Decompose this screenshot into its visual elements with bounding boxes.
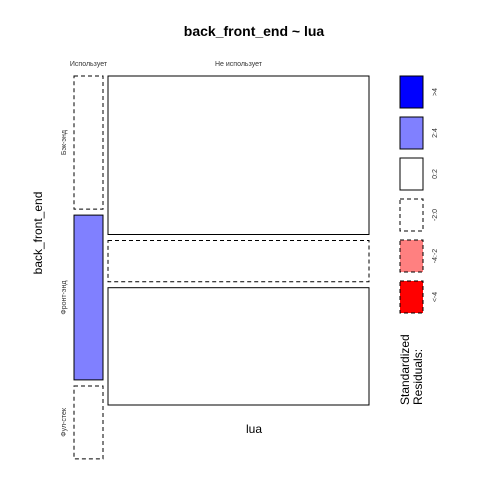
chart-title: back_front_end ~ lua bbox=[184, 23, 325, 39]
column-label-1: Не использует bbox=[215, 61, 263, 68]
row-label-0: Бэк-энд bbox=[61, 130, 68, 155]
mosaic-cell-1-2 bbox=[107, 287, 370, 406]
legend-swatch-0 bbox=[399, 75, 424, 109]
legend-label-0: >4 bbox=[432, 88, 439, 96]
mosaic-cell-1-0 bbox=[107, 75, 370, 235]
mosaic-cells bbox=[73, 75, 370, 460]
legend-title-line2: Residuals: bbox=[411, 349, 425, 405]
mosaic-cell-0-0 bbox=[73, 75, 104, 210]
legend-title-line1: Standardized bbox=[398, 334, 412, 405]
column-label-0: Использует bbox=[70, 61, 108, 68]
legend-swatch-3 bbox=[399, 198, 424, 232]
legend-label-2: 0:2 bbox=[432, 169, 439, 179]
legend-label-5: <-4 bbox=[432, 292, 439, 302]
row-label-1: Фронт-энд bbox=[61, 281, 68, 315]
legend-label-4: -4:-2 bbox=[432, 249, 439, 264]
legend-swatch-5 bbox=[399, 280, 424, 314]
legend: >4 2:4 0:2 -2:0 -4:-2 <-4 Standardized Residu… bbox=[398, 75, 439, 405]
legend-swatch-2 bbox=[399, 157, 424, 191]
mosaic-cell-0-1 bbox=[73, 214, 104, 381]
legend-swatch-1 bbox=[399, 116, 424, 150]
mosaic-cell-0-2 bbox=[73, 385, 104, 460]
row-labels: Бэк-энд Фронт-энд Фул-стек bbox=[61, 130, 68, 437]
legend-label-3: -2:0 bbox=[432, 209, 439, 221]
y-axis-title: back_front_end bbox=[31, 192, 45, 275]
x-axis-title: lua bbox=[246, 422, 262, 436]
mosaic-cell-1-1 bbox=[107, 240, 370, 283]
column-labels: Использует Не использует bbox=[70, 61, 263, 68]
legend-swatch-4 bbox=[399, 239, 424, 273]
row-label-2: Фул-стек bbox=[61, 407, 68, 437]
legend-label-1: 2:4 bbox=[432, 128, 439, 138]
